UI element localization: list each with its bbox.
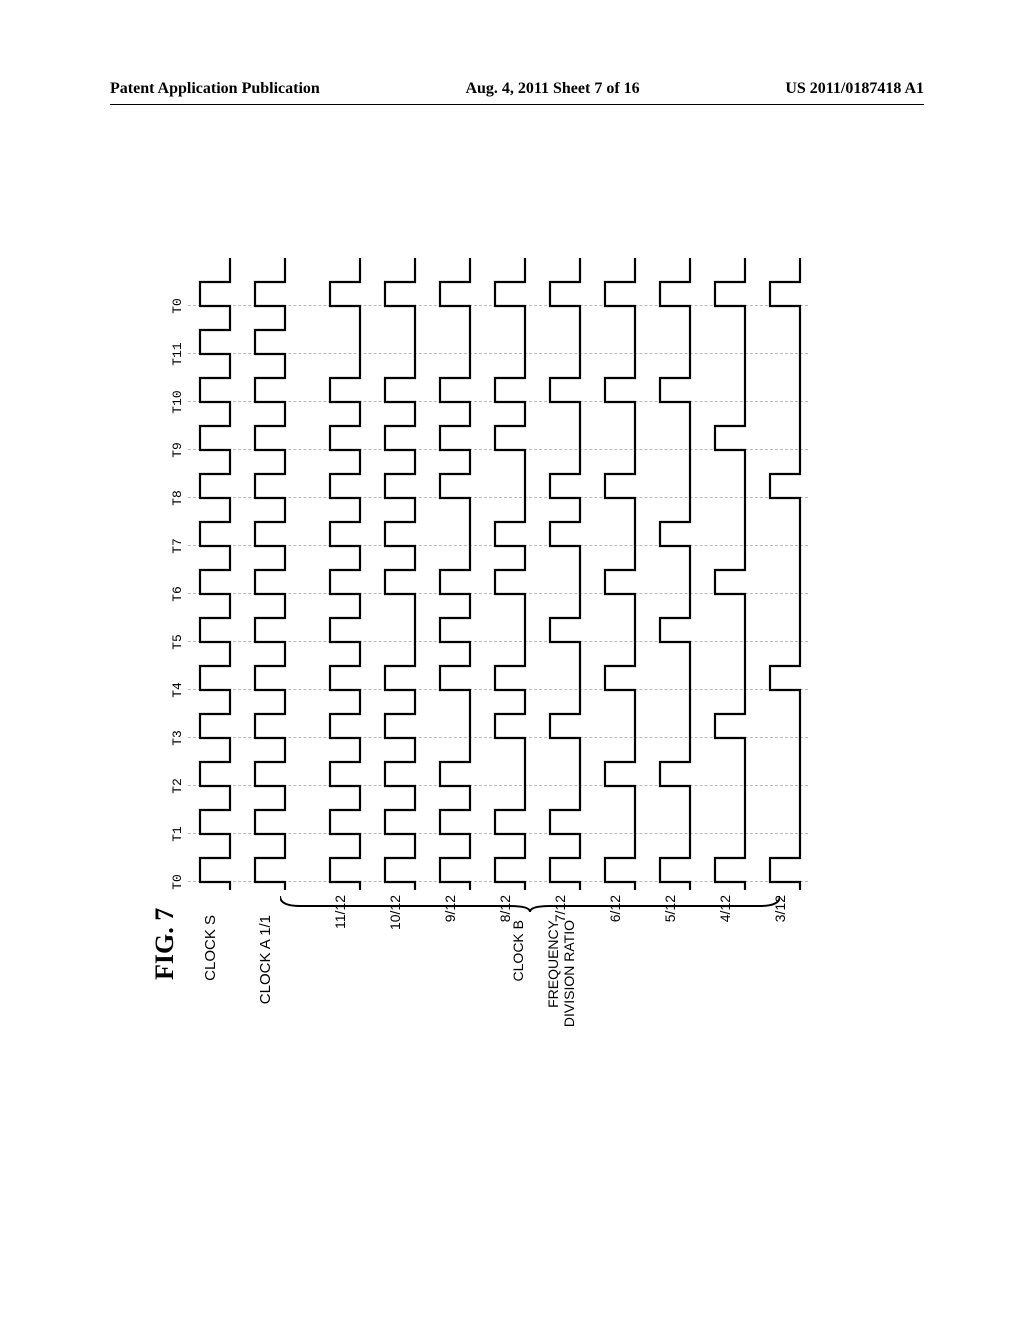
time-tick: T1 (170, 826, 185, 842)
page-header: Patent Application Publication Aug. 4, 2… (110, 80, 924, 105)
waveform-row: 9/12 (430, 220, 480, 1000)
frequency-ratio-label: FREQUENCY DIVISION RATIO (545, 920, 577, 1030)
time-tick: T6 (170, 586, 185, 602)
waveform-row: 6/12 (595, 220, 645, 1000)
waveform-svg (540, 250, 588, 890)
timing-diagram: FIG. 7 T0T1T2T3T4T5T6T7T8T9T10T11T0 CLOC… (150, 220, 900, 1000)
waveform-row: 11/12 (320, 220, 370, 1000)
waveform-svg (485, 250, 533, 890)
waveform-path (330, 258, 360, 890)
waveform-svg (430, 250, 478, 890)
waveform-row: CLOCK S (190, 220, 240, 1000)
row-label: CLOCK A 1/1 (257, 915, 274, 1015)
time-tick: T10 (170, 390, 185, 413)
waveform-path (440, 258, 470, 890)
waveform-svg (320, 250, 368, 890)
time-axis: T0 T1 T2 T3 T4 T5 T6 T7 T8 T9 T10 T11 T0 (170, 250, 188, 890)
waveform-svg (595, 250, 643, 890)
time-tick: T7 (170, 538, 185, 554)
row-label: CLOCK S (202, 915, 219, 1015)
waveform-path (255, 258, 285, 890)
time-tick: T5 (170, 634, 185, 650)
waveform-svg (245, 250, 293, 890)
waveform-path (715, 258, 745, 890)
waveform-path (550, 258, 580, 890)
clockb-group-label: CLOCK B (510, 920, 526, 1010)
waveform-row: 10/12 (375, 220, 425, 1000)
waveform-svg (190, 250, 238, 890)
waveform-row: 8/12 (485, 220, 535, 1000)
time-tick: T2 (170, 778, 185, 794)
waveform-row: 7/12 (540, 220, 590, 1000)
waveform-path (385, 258, 415, 890)
waveform-path (495, 258, 525, 890)
waveform-svg (650, 250, 698, 890)
time-tick: T0 (170, 298, 185, 314)
waveform-row: CLOCK A 1/1 (245, 220, 295, 1000)
waveform-svg (705, 250, 753, 890)
time-tick: T4 (170, 682, 185, 698)
waveform-svg (375, 250, 423, 890)
time-tick: T8 (170, 490, 185, 506)
waveform-row: 4/12 (705, 220, 755, 1000)
waveform-path (200, 258, 230, 890)
waveform-path (660, 258, 690, 890)
waveform-svg (760, 250, 808, 890)
header-left: Patent Application Publication (110, 80, 320, 98)
clockb-brace-icon (280, 894, 780, 912)
time-tick: T0 (170, 874, 185, 890)
waveform-row: 5/12 (650, 220, 700, 1000)
header-center: Aug. 4, 2011 Sheet 7 of 16 (465, 80, 639, 98)
time-tick: T9 (170, 442, 185, 458)
waveform-path (605, 258, 635, 890)
header-right: US 2011/0187418 A1 (785, 80, 924, 98)
waveform-path (770, 258, 800, 890)
waveform-row: 3/12 (760, 220, 810, 1000)
figure-7: FIG. 7 T0T1T2T3T4T5T6T7T8T9T10T11T0 CLOC… (150, 220, 900, 1000)
time-tick: T3 (170, 730, 185, 746)
time-tick: T11 (170, 342, 185, 365)
